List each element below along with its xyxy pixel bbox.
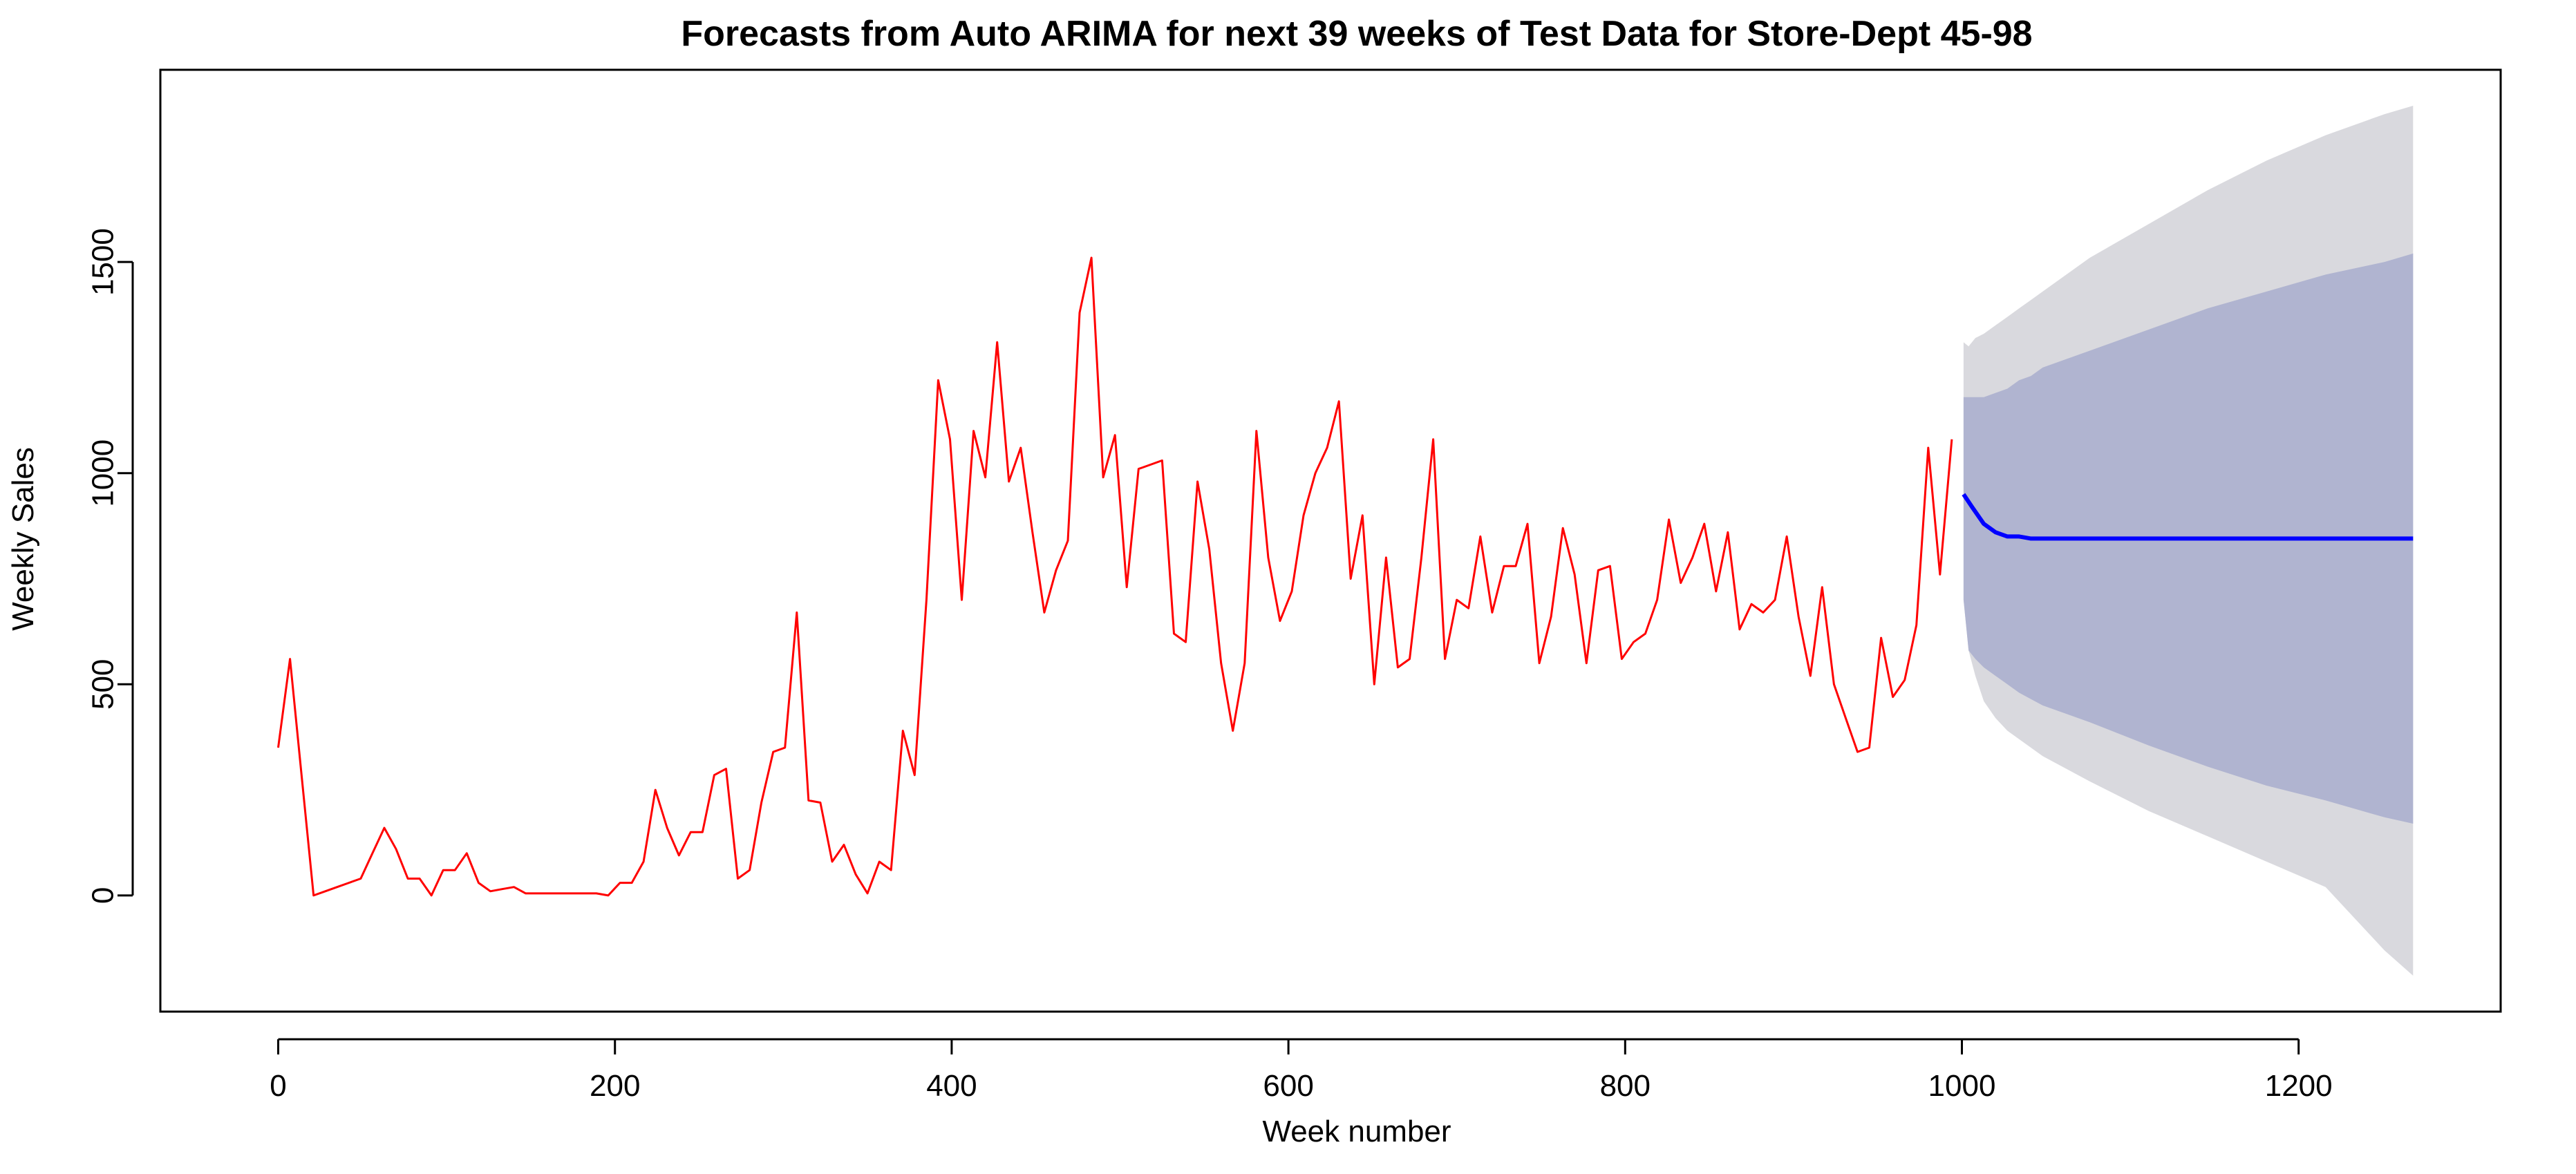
forecast-series (1962, 493, 2414, 541)
y-axis: 0 500 1000 1500 (86, 228, 134, 904)
x-tick-label: 400 (926, 1069, 977, 1103)
y-tick-label: 500 (86, 659, 120, 710)
x-tick-label: 0 (270, 1069, 286, 1103)
observed-line (277, 256, 1953, 897)
y-tick-label: 1000 (86, 439, 120, 507)
x-tick-label: 1200 (2265, 1069, 2333, 1103)
y-tick-label: 1500 (86, 228, 120, 296)
x-tick-label: 600 (1263, 1069, 1313, 1103)
x-tick-label: 800 (1600, 1069, 1651, 1103)
x-axis: 0 200 400 600 800 1000 1200 (270, 1038, 2333, 1103)
forecast-line (1962, 493, 2414, 541)
y-axis-label: Weekly Sales (6, 447, 40, 631)
plot-frame (159, 68, 2502, 1013)
observed-series (277, 256, 1953, 897)
x-tick-label: 1000 (1928, 1069, 1996, 1103)
x-axis-label: Week number (1262, 1115, 1451, 1148)
y-tick-label: 0 (86, 887, 120, 904)
x-tick-label: 200 (590, 1069, 640, 1103)
chart-title: Forecasts from Auto ARIMA for next 39 we… (681, 14, 2032, 54)
